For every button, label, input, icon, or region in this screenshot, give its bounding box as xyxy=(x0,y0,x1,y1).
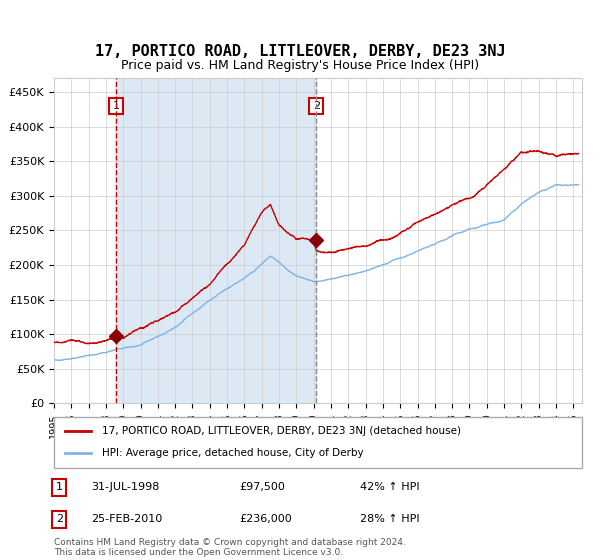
Text: 28% ↑ HPI: 28% ↑ HPI xyxy=(360,515,420,525)
Text: £236,000: £236,000 xyxy=(239,515,292,525)
Text: 42% ↑ HPI: 42% ↑ HPI xyxy=(360,482,420,492)
Text: 2: 2 xyxy=(56,515,63,525)
Text: Contains HM Land Registry data © Crown copyright and database right 2024.
This d: Contains HM Land Registry data © Crown c… xyxy=(54,538,406,557)
Text: 31-JUL-1998: 31-JUL-1998 xyxy=(91,482,160,492)
Text: £97,500: £97,500 xyxy=(239,482,284,492)
FancyBboxPatch shape xyxy=(54,417,582,468)
Text: 1: 1 xyxy=(56,482,63,492)
Text: Price paid vs. HM Land Registry's House Price Index (HPI): Price paid vs. HM Land Registry's House … xyxy=(121,59,479,72)
Text: 1: 1 xyxy=(112,101,119,111)
Text: 25-FEB-2010: 25-FEB-2010 xyxy=(91,515,162,525)
Text: HPI: Average price, detached house, City of Derby: HPI: Average price, detached house, City… xyxy=(101,449,363,459)
Bar xyxy=(116,78,316,403)
Text: 17, PORTICO ROAD, LITTLEOVER, DERBY, DE23 3NJ: 17, PORTICO ROAD, LITTLEOVER, DERBY, DE2… xyxy=(95,44,505,59)
Text: 17, PORTICO ROAD, LITTLEOVER, DERBY, DE23 3NJ (detached house): 17, PORTICO ROAD, LITTLEOVER, DERBY, DE2… xyxy=(101,426,461,436)
Text: 2: 2 xyxy=(313,101,320,111)
